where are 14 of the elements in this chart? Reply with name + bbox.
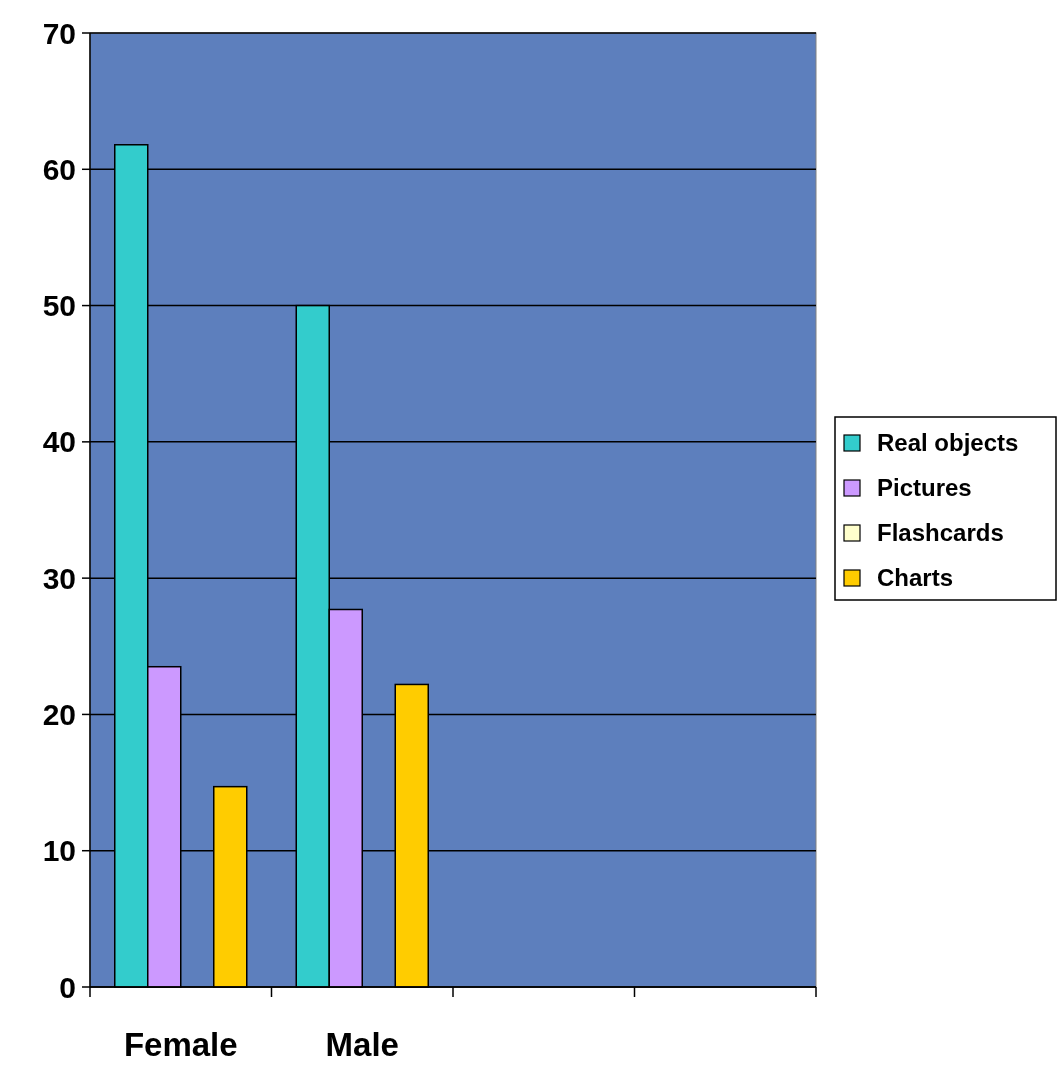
legend-label: Charts	[877, 564, 954, 592]
y-tick-label: 50	[42, 289, 76, 323]
legend-label: Real objects	[877, 429, 1019, 457]
legend-label: Pictures	[877, 474, 972, 502]
y-tick-label: 60	[42, 152, 76, 186]
legend-label: Flashcards	[877, 519, 1004, 547]
y-tick-label: 10	[42, 834, 76, 868]
y-tick-label: 40	[42, 425, 76, 459]
y-tick-label: 30	[42, 561, 76, 595]
y-tick-label: 70	[42, 16, 76, 50]
y-tick-label: 0	[59, 970, 76, 1004]
x-tick-label: Female	[123, 1025, 238, 1063]
x-tick-label: Male	[325, 1025, 399, 1063]
y-tick-label: 20	[42, 697, 76, 731]
